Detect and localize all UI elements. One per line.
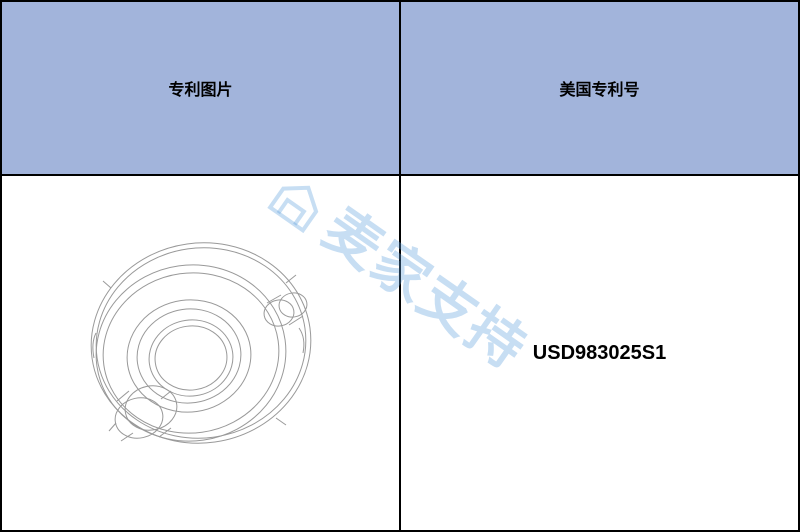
patent-drawing-icon <box>61 213 341 493</box>
table-content-row: USD983025S1 <box>1 175 799 531</box>
header-cell-number: 美国专利号 <box>400 1 799 175</box>
header-label-image: 专利图片 <box>168 76 232 100</box>
patent-number-text: USD983025S1 <box>533 342 666 365</box>
content-cell-image <box>1 175 400 531</box>
patent-table: 专利图片 美国专利号 <box>0 0 800 532</box>
content-cell-number: USD983025S1 <box>400 175 799 531</box>
header-cell-image: 专利图片 <box>1 1 400 175</box>
header-label-number: 美国专利号 <box>559 76 639 100</box>
table-header-row: 专利图片 美国专利号 <box>1 1 799 175</box>
